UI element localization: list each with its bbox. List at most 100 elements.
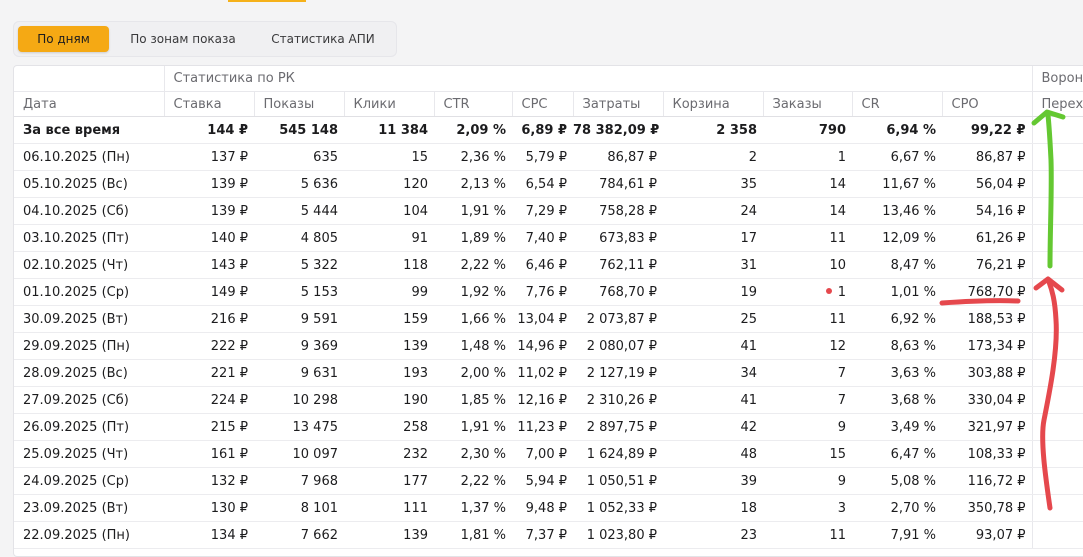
date-cell: 06.10.2025 (Пн) [14, 143, 164, 171]
cr-cell: 6,47 % [852, 440, 942, 468]
bid-cell: 132 ₽ [164, 467, 254, 495]
cpc-cell: 11,23 ₽ [512, 413, 573, 441]
orders-cell: 14 [763, 197, 852, 225]
col-header-clicks[interactable]: Клики [343, 91, 434, 117]
cr-cell: 12,09 % [852, 224, 942, 252]
cart-cell: 18 [663, 494, 763, 522]
cr-cell: 2,70 % [852, 494, 942, 522]
date-cell: 26.09.2025 (Пт) [14, 413, 164, 441]
bid-cell: 134 ₽ [164, 521, 254, 549]
clicks-cell: 139 [344, 332, 434, 360]
table-row-total[interactable]: За все время 144 ₽545 148 11 384 2,09 % 6,89… [14, 116, 1083, 144]
orders-cell: 12 [763, 332, 852, 360]
table-row[interactable]: 22.09.2025 (Пн) 134 ₽7 662 139 1,81 % 7,37 ₽… [14, 521, 1083, 549]
impressions-cell: 13 475 [254, 413, 344, 441]
date-cell: 05.10.2025 (Вс) [14, 170, 164, 198]
transitions-cell [1031, 386, 1083, 414]
impressions-cell: 9 369 [254, 332, 344, 360]
cr-cell: 7,91 % [852, 521, 942, 549]
col-header-spend[interactable]: Затраты [572, 91, 663, 117]
table-row[interactable]: 01.10.2025 (Ср) 149 ₽5 153 99 1,92 % 7,76 ₽7… [14, 278, 1083, 306]
table-row[interactable]: 05.10.2025 (Вс) 139 ₽5 636 120 2,13 % 6,54 ₽… [14, 170, 1083, 198]
bid-cell: 161 ₽ [164, 440, 254, 468]
clicks-cell: 15 [344, 143, 434, 171]
col-header-impressions[interactable]: Показы [253, 91, 344, 117]
transitions-cell [1031, 251, 1083, 279]
transitions-cell [1031, 440, 1083, 468]
col-header-bid[interactable]: Ставка [163, 91, 254, 117]
clicks-cell: 104 [344, 197, 434, 225]
table-row[interactable]: 30.09.2025 (Вт) 216 ₽9 591 159 1,66 % 13,04 … [14, 305, 1083, 333]
transitions-cell [1031, 332, 1083, 360]
col-header-transitions[interactable]: Перех [1031, 91, 1083, 117]
ctr-cell: 1,89 % [434, 224, 512, 252]
spend-cell: 2 897,75 ₽ [573, 413, 663, 441]
cpc-cell: 5,79 ₽ [512, 143, 573, 171]
col-header-orders[interactable]: Заказы [762, 91, 852, 117]
cpc-cell: 7,00 ₽ [512, 440, 573, 468]
tab-api-stats[interactable]: Статистика АПИ [271, 32, 375, 46]
cpo-cell: 76,21 ₽ [942, 251, 1033, 279]
group-header-stats: Статистика по РК [163, 66, 1033, 92]
transitions-cell [1031, 494, 1083, 522]
cpc-cell: 6,89 ₽ [512, 116, 573, 144]
transitions-cell [1031, 116, 1083, 144]
cpo-cell: 173,34 ₽ [942, 332, 1033, 360]
cart-cell: 25 [663, 305, 763, 333]
tab-by-days[interactable]: По дням [18, 26, 109, 52]
table-row[interactable]: 28.09.2025 (Вс) 221 ₽9 631 193 2,00 % 11,02 … [14, 359, 1083, 387]
impressions-cell: 7 662 [254, 521, 344, 549]
transitions-cell [1031, 143, 1083, 171]
table-row[interactable]: 04.10.2025 (Сб) 139 ₽5 444 104 1,91 % 7,29 ₽… [14, 197, 1083, 225]
ctr-cell: 1,37 % [434, 494, 512, 522]
tab-by-zones[interactable]: По зонам показа [130, 32, 236, 46]
table-row[interactable]: 25.09.2025 (Чт) 161 ₽10 097 232 2,30 % 7,00 … [14, 440, 1083, 468]
col-header-cart[interactable]: Корзина [662, 91, 763, 117]
col-header-cpo[interactable]: CPO [941, 91, 1033, 117]
table-row[interactable]: 02.10.2025 (Чт) 143 ₽5 322 118 2,22 % 6,46 ₽… [14, 251, 1083, 279]
table-row[interactable]: 26.09.2025 (Пт) 215 ₽13 475 258 1,91 % 11,23… [14, 413, 1083, 441]
cart-cell: 2 358 [663, 116, 763, 144]
date-cell: 23.09.2025 (Вт) [14, 494, 164, 522]
cpc-cell: 12,16 ₽ [512, 386, 573, 414]
cpc-cell: 14,96 ₽ [512, 332, 573, 360]
cpo-cell: 303,88 ₽ [942, 359, 1033, 387]
ctr-cell: 1,66 % [434, 305, 512, 333]
bid-cell: 221 ₽ [164, 359, 254, 387]
table-row[interactable]: 06.10.2025 (Пн) 137 ₽635 15 2,36 % 5,79 ₽86,… [14, 143, 1083, 171]
spend-cell: 2 127,19 ₽ [573, 359, 663, 387]
col-header-date[interactable]: Дата [14, 91, 164, 117]
impressions-cell: 545 148 [254, 116, 344, 144]
col-header-ctr[interactable]: CTR [433, 91, 512, 117]
cpo-cell: 188,53 ₽ [942, 305, 1033, 333]
cpc-cell: 7,37 ₽ [512, 521, 573, 549]
orders-cell: 7 [763, 386, 852, 414]
orders-cell: 7 [763, 359, 852, 387]
stats-table-card: Статистика по РК Ворон Дата Ставка Показ… [13, 65, 1083, 557]
impressions-cell: 10 097 [254, 440, 344, 468]
cpo-cell: 54,16 ₽ [942, 197, 1033, 225]
cpo-cell: 99,22 ₽ [942, 116, 1033, 144]
orders-cell: 11 [763, 224, 852, 252]
orders-cell: 9 [763, 413, 852, 441]
table-row[interactable]: 29.09.2025 (Пн) 222 ₽9 369 139 1,48 % 14,96 … [14, 332, 1083, 360]
bid-cell: 215 ₽ [164, 413, 254, 441]
cart-cell: 41 [663, 386, 763, 414]
cart-cell: 42 [663, 413, 763, 441]
cr-cell: 6,92 % [852, 305, 942, 333]
impressions-cell: 5 636 [254, 170, 344, 198]
spend-cell: 86,87 ₽ [573, 143, 663, 171]
table-row[interactable]: 03.10.2025 (Пт) 140 ₽4 805 91 1,89 % 7,40 ₽6… [14, 224, 1083, 252]
spend-cell: 758,28 ₽ [573, 197, 663, 225]
cpc-cell: 7,40 ₽ [512, 224, 573, 252]
impressions-cell: 5 153 [254, 278, 344, 306]
table-row[interactable]: 23.09.2025 (Вт) 130 ₽8 101 111 1,37 % 9,48 ₽… [14, 494, 1083, 522]
orders-cell: 10 [763, 251, 852, 279]
table-row[interactable]: 24.09.2025 (Ср) 132 ₽7 968 177 2,22 % 5,94 ₽… [14, 467, 1083, 495]
col-header-cpc[interactable]: CPC [511, 91, 573, 117]
table-row[interactable]: 27.09.2025 (Сб) 224 ₽10 298 190 1,85 % 12,16… [14, 386, 1083, 414]
col-header-cr[interactable]: CR [851, 91, 942, 117]
impressions-cell: 9 591 [254, 305, 344, 333]
cr-cell: 6,67 % [852, 143, 942, 171]
cart-cell: 41 [663, 332, 763, 360]
